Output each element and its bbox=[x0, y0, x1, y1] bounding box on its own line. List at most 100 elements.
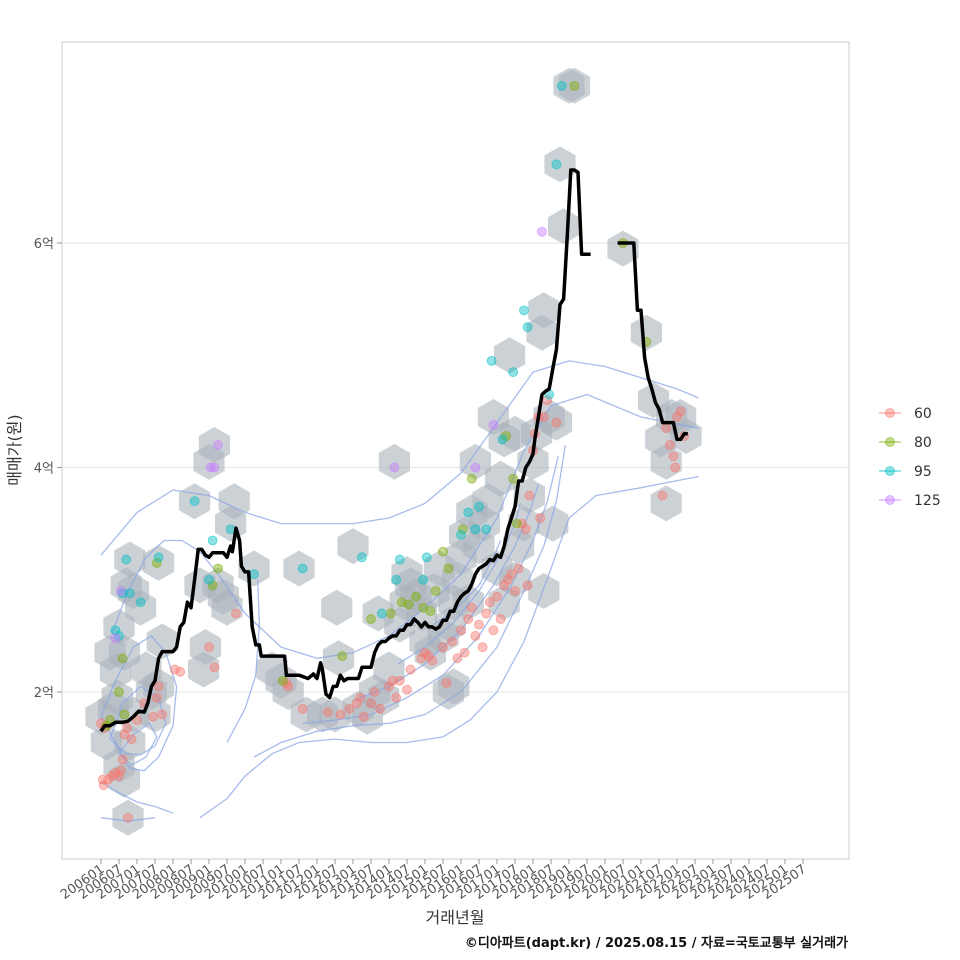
point-60-47 bbox=[438, 642, 448, 652]
point-95-136 bbox=[470, 524, 481, 535]
hexbin-96 bbox=[630, 314, 662, 351]
point-95-121 bbox=[153, 552, 164, 563]
median-line-segment-2 bbox=[617, 241, 688, 442]
point-80-100 bbox=[403, 599, 414, 610]
point-80-94 bbox=[213, 563, 223, 574]
point-95-118 bbox=[121, 554, 132, 565]
point-60-64 bbox=[502, 574, 513, 585]
y-axis-ticks: 2억 4억 6억 bbox=[34, 237, 62, 701]
y-tick-label-6: 6억 bbox=[34, 237, 54, 252]
point-80-96 bbox=[337, 651, 348, 661]
point-60-75 bbox=[535, 513, 546, 523]
point-95-129 bbox=[376, 608, 387, 619]
point-60-62 bbox=[495, 614, 506, 624]
point-60-85 bbox=[670, 462, 681, 473]
point-125-154 bbox=[537, 226, 547, 237]
source-caption: ©디아파트(dapt.kr) / 2025.08.15 / 자료=국토교통부 실… bbox=[465, 935, 848, 951]
density-contour-4 bbox=[109, 685, 167, 756]
point-60-6 bbox=[110, 767, 121, 778]
hexbin-15 bbox=[125, 589, 157, 626]
point-80-97 bbox=[366, 614, 376, 624]
point-125-155 bbox=[205, 462, 216, 473]
hexbin-44 bbox=[321, 589, 353, 626]
point-80-109 bbox=[501, 431, 511, 441]
point-95-140 bbox=[497, 434, 508, 445]
point-80-110 bbox=[508, 473, 519, 484]
point-60-37 bbox=[384, 681, 394, 692]
point-60-52 bbox=[459, 647, 470, 658]
point-60-43 bbox=[416, 653, 427, 664]
hexbin-94 bbox=[558, 67, 590, 104]
point-80-102 bbox=[418, 602, 429, 613]
legend-key-dot-60 bbox=[885, 408, 895, 418]
point-80-106 bbox=[443, 563, 454, 574]
point-60-41 bbox=[402, 684, 412, 695]
point-60-34 bbox=[366, 698, 376, 709]
point-95-127 bbox=[297, 563, 308, 574]
point-80-101 bbox=[411, 591, 421, 602]
point-95-119 bbox=[124, 588, 135, 599]
point-60-30 bbox=[344, 703, 355, 714]
point-95-138 bbox=[481, 524, 492, 535]
point-125-150 bbox=[213, 440, 223, 450]
point-60-82 bbox=[672, 412, 682, 422]
plot-background bbox=[61, 41, 850, 860]
hexbin-86 bbox=[528, 292, 560, 329]
point-80-93 bbox=[207, 580, 218, 591]
legend-key-dot-125 bbox=[885, 495, 895, 505]
x-axis-title: 거래년월 bbox=[426, 908, 485, 927]
hexbin-16 bbox=[114, 541, 146, 578]
point-60-19 bbox=[157, 709, 168, 720]
point-95-133 bbox=[421, 552, 432, 563]
legend: 60 80 95 125 bbox=[879, 406, 941, 509]
point-95-141 bbox=[508, 367, 519, 377]
point-125-149 bbox=[209, 462, 220, 473]
hexbin-107 bbox=[488, 584, 520, 621]
point-95-137 bbox=[474, 501, 484, 512]
point-60-33 bbox=[358, 711, 369, 722]
point-95-134 bbox=[456, 529, 466, 540]
density-contour-12 bbox=[397, 503, 522, 665]
y-axis-title: 매매가(원) bbox=[5, 414, 24, 485]
median-price-line bbox=[99, 168, 688, 733]
point-60-29 bbox=[335, 709, 346, 720]
point-60-54 bbox=[466, 602, 477, 613]
hexbin-34 bbox=[238, 550, 270, 587]
point-60-22 bbox=[204, 642, 214, 652]
point-80-98 bbox=[385, 608, 396, 619]
hexbin-33 bbox=[207, 578, 239, 615]
hexbin-105 bbox=[438, 668, 470, 705]
density-contour-14 bbox=[226, 579, 261, 743]
point-60-20 bbox=[169, 664, 180, 675]
hexbin-91 bbox=[544, 146, 576, 183]
point-60-81 bbox=[668, 451, 679, 462]
hexbin-6 bbox=[114, 724, 146, 761]
x-axis-ticks: 2006012006072007012007072008012008072009… bbox=[58, 859, 809, 903]
point-60-48 bbox=[441, 678, 452, 688]
point-60-27 bbox=[297, 703, 308, 714]
point-60-80 bbox=[664, 440, 675, 450]
point-95-120 bbox=[135, 597, 146, 608]
point-60-50 bbox=[452, 653, 463, 664]
point-60-55 bbox=[470, 630, 481, 641]
point-95-131 bbox=[394, 554, 405, 565]
point-60-71 bbox=[524, 490, 535, 501]
point-60-7 bbox=[114, 771, 124, 782]
point-95-130 bbox=[391, 574, 402, 585]
point-80-111 bbox=[511, 518, 522, 529]
point-60-4 bbox=[103, 774, 114, 785]
y-tick-label-2: 2억 bbox=[34, 686, 54, 701]
point-60-67 bbox=[513, 563, 524, 574]
point-95-126 bbox=[249, 569, 259, 580]
point-60-59 bbox=[484, 597, 495, 608]
point-60-77 bbox=[542, 395, 553, 406]
point-60-66 bbox=[510, 586, 520, 596]
point-60-9 bbox=[117, 754, 128, 765]
density-contour-3 bbox=[100, 635, 178, 772]
hexbin-68 bbox=[452, 584, 484, 621]
legend-key-dot-80 bbox=[885, 437, 895, 447]
point-60-32 bbox=[355, 692, 366, 703]
hexbin-36 bbox=[272, 674, 304, 710]
